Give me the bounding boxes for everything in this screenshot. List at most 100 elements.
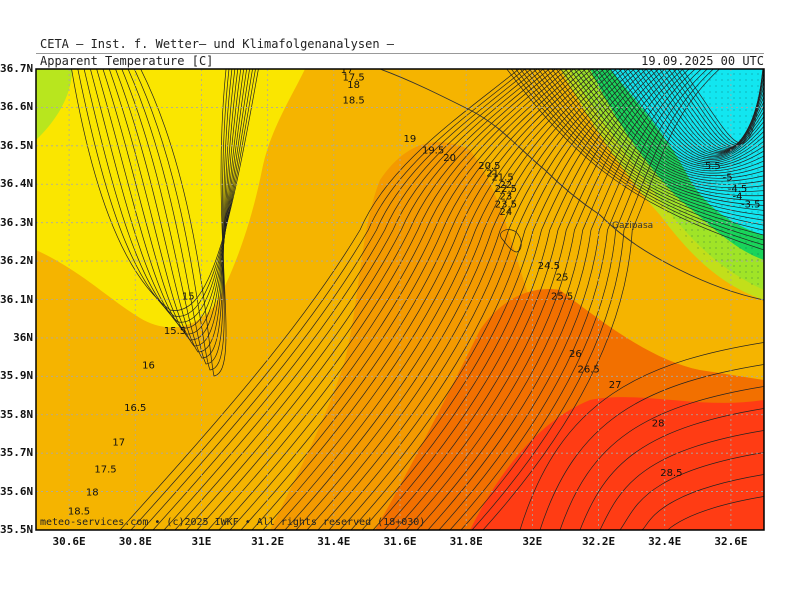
isotherm	[130, 69, 526, 530]
contour-label: 17.5	[343, 73, 365, 84]
isotherm	[427, 69, 690, 530]
isotherm	[599, 430, 764, 530]
isotherm	[632, 69, 764, 156]
lon-tick-label: 32.2E	[581, 535, 616, 548]
contour-label: 28	[652, 418, 665, 429]
isotherm	[618, 69, 764, 160]
isotherm	[559, 386, 764, 530]
isotherm	[229, 69, 581, 530]
lon-tick-label: 31E	[191, 535, 212, 548]
contour-label: 15	[182, 292, 195, 303]
lon-tick-label: 31.4E	[317, 535, 351, 548]
contour-label: 23	[500, 192, 513, 203]
isotherm	[619, 452, 764, 530]
isotherm	[639, 474, 764, 530]
lon-tick-label: 30.6E	[52, 535, 86, 548]
lon-tick-label: 32.6E	[714, 535, 748, 548]
lat-tick-label: 36.2N	[0, 254, 34, 268]
isotherm	[528, 69, 764, 226]
isotherm	[524, 69, 764, 231]
contour-label: 20	[443, 153, 456, 164]
copyright-credit: meteo-services.com • (c)2025 IWKF • All …	[40, 517, 426, 528]
isotherm	[90, 69, 250, 329]
contour-lines	[71, 69, 764, 530]
isotherm	[251, 69, 593, 530]
contour-label: 21	[486, 169, 499, 180]
isotherm	[115, 69, 239, 353]
isotherm	[519, 69, 764, 236]
isotherm	[605, 69, 764, 166]
isotherm	[218, 69, 575, 530]
isotherm	[482, 69, 720, 530]
contour-label: -4.5	[728, 184, 748, 195]
lon-tick-label: 30.8E	[118, 535, 152, 548]
isotherm	[660, 496, 764, 530]
isotherm	[240, 69, 587, 530]
isotherm	[672, 69, 764, 146]
lat-tick-label: 36.3N	[0, 215, 34, 229]
parameter-label: Apparent Temperature [C]	[40, 54, 214, 68]
isotherm	[262, 69, 599, 530]
map-frame	[35, 68, 765, 531]
lat-tick-label: 36.5N	[0, 138, 34, 152]
isotherm	[564, 69, 764, 189]
lon-tick-label: 32.4E	[648, 535, 682, 548]
isotherm	[119, 69, 520, 530]
isotherm	[174, 69, 550, 530]
contour-label: 22	[500, 180, 513, 191]
isotherm	[317, 69, 629, 530]
lat-tick-label: 36N	[13, 330, 33, 344]
isotherm	[663, 69, 764, 148]
lat-tick-label: 35.5N	[0, 523, 34, 536]
lon-tick-label: 31.8E	[449, 535, 483, 548]
contour-label: 20.5	[478, 161, 500, 172]
isotherm	[77, 69, 256, 317]
isotherm	[207, 69, 569, 530]
lat-tick-label: 35.8N	[0, 407, 34, 421]
isotherm	[372, 69, 660, 530]
contour-label: -5.5	[701, 161, 721, 172]
contour-label: -3.5	[741, 199, 761, 210]
isotherm	[600, 69, 764, 167]
isotherm	[185, 69, 556, 530]
isotherm	[141, 69, 532, 530]
isotherm	[551, 69, 764, 201]
lon-tick-label: 31.2E	[251, 535, 285, 548]
lat-tick-label: 35.9N	[0, 369, 34, 383]
contour-label: 28.5	[660, 468, 682, 479]
city-label-gazipasa: Gazipasa	[612, 221, 653, 231]
contour-label: 25.5	[551, 292, 573, 303]
isotherm	[596, 69, 764, 169]
field-amber-coast	[430, 69, 764, 380]
contour-label: 24	[500, 207, 513, 218]
coastline	[379, 69, 764, 301]
lat-tick-label: 36.4N	[0, 177, 34, 191]
isotherm	[500, 229, 522, 253]
isotherm	[394, 69, 672, 530]
contour-label: 19	[404, 134, 417, 145]
isotherm	[519, 342, 764, 530]
isotherm	[328, 69, 635, 530]
isotherm	[140, 69, 227, 377]
isotherm	[591, 69, 764, 172]
isotherm	[587, 69, 764, 174]
isotherm	[555, 69, 764, 197]
isotherm	[609, 69, 764, 164]
contour-label: 24.5	[538, 261, 560, 272]
lat-tick-label: 35.7N	[0, 446, 34, 460]
isotherm	[133, 69, 230, 371]
isotherm	[96, 69, 248, 335]
isotherm	[533, 69, 764, 221]
contour-label: 16	[142, 361, 155, 372]
contour-label: 18.5	[68, 507, 90, 518]
forecast-datetime: 19.09.2025 00 UTC	[641, 54, 764, 68]
isotherm	[284, 69, 611, 530]
contour-label: 16.5	[124, 403, 146, 414]
isotherm	[614, 69, 764, 162]
lat-tick-label: 35.6N	[0, 484, 34, 498]
lat-lon-grid	[36, 69, 764, 530]
isotherm	[350, 69, 648, 530]
contour-label: -5	[723, 172, 733, 183]
lat-tick-label: 36.7N	[0, 62, 34, 75]
